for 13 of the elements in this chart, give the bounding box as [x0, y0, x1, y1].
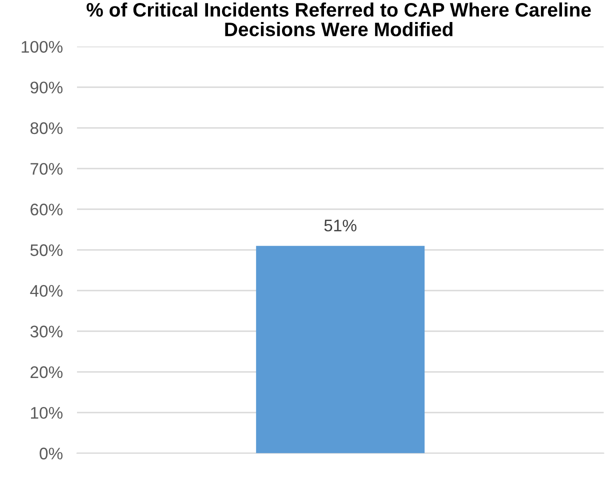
chart-title: % of Critical Incidents Referred to CAP Where Careline Decisions Were Modified [86, 2, 591, 36]
y-tick-label: 70% [30, 162, 63, 175]
y-tick-label: 60% [30, 204, 63, 216]
y-tick-label: 10% [31, 406, 63, 419]
y-tick-label: 80% [30, 122, 63, 134]
data-label: 51% [324, 220, 356, 232]
y-tick-label: 0% [40, 448, 63, 460]
y-tick-label: 30% [30, 326, 63, 338]
y-tick-label: 90% [30, 82, 63, 94]
y-tick-label: 50% [30, 244, 63, 256]
y-tick-label: 20% [30, 366, 63, 378]
y-tick-label: 100% [22, 40, 63, 53]
y-tick-label: 40% [30, 284, 63, 297]
